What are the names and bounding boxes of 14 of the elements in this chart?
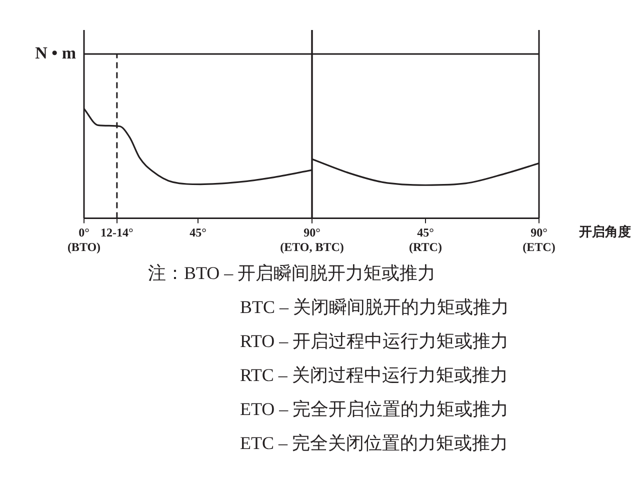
x-tick-label: 45° (RTC) — [409, 225, 442, 254]
text: BTC – 关闭瞬间脱开的力矩或推力 — [240, 296, 510, 318]
x-axis-title: 开启角度 — [578, 224, 631, 240]
x-tick-label: 90° (ETC) — [522, 225, 556, 254]
x-tick-label: 45° — [190, 225, 207, 240]
x-tick-label: 90° (ETO, BTC) — [280, 225, 344, 254]
text: ETC – 完全关闭位置的力矩或推力 — [240, 432, 508, 454]
text: RTO – 开启过程中运行力矩或推力 — [240, 330, 509, 352]
x-tick-label: 0° (BTO) — [67, 225, 101, 254]
text: 注：BTO – 开启瞬间脱开力矩或推力 — [148, 262, 436, 284]
text: ETO – 完全开启位置的力矩或推力 — [240, 398, 509, 420]
x-tick-label: 12-14° — [100, 225, 134, 240]
y-axis-title: N • m — [35, 43, 76, 62]
text: RTC – 关闭过程中运行力矩或推力 — [240, 364, 508, 386]
